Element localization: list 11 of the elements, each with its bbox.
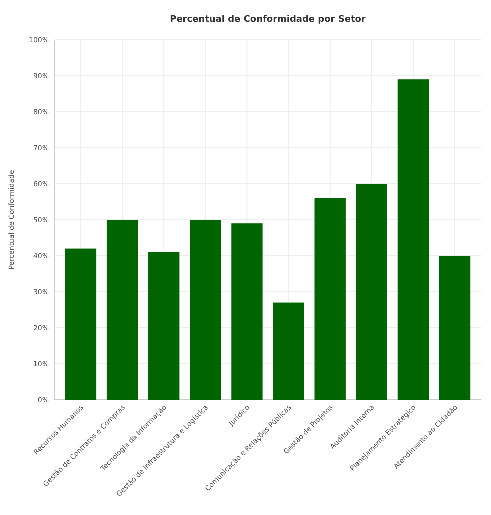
chart-title: Percentual de Conformidade por Setor [170,15,366,25]
bar [190,220,222,400]
bar [314,198,346,400]
bar [273,302,304,400]
bar [398,80,430,400]
bar [148,252,180,400]
bar [356,184,388,400]
bar [65,248,97,400]
bar [232,224,263,400]
bar [439,256,471,400]
bar [106,220,138,400]
